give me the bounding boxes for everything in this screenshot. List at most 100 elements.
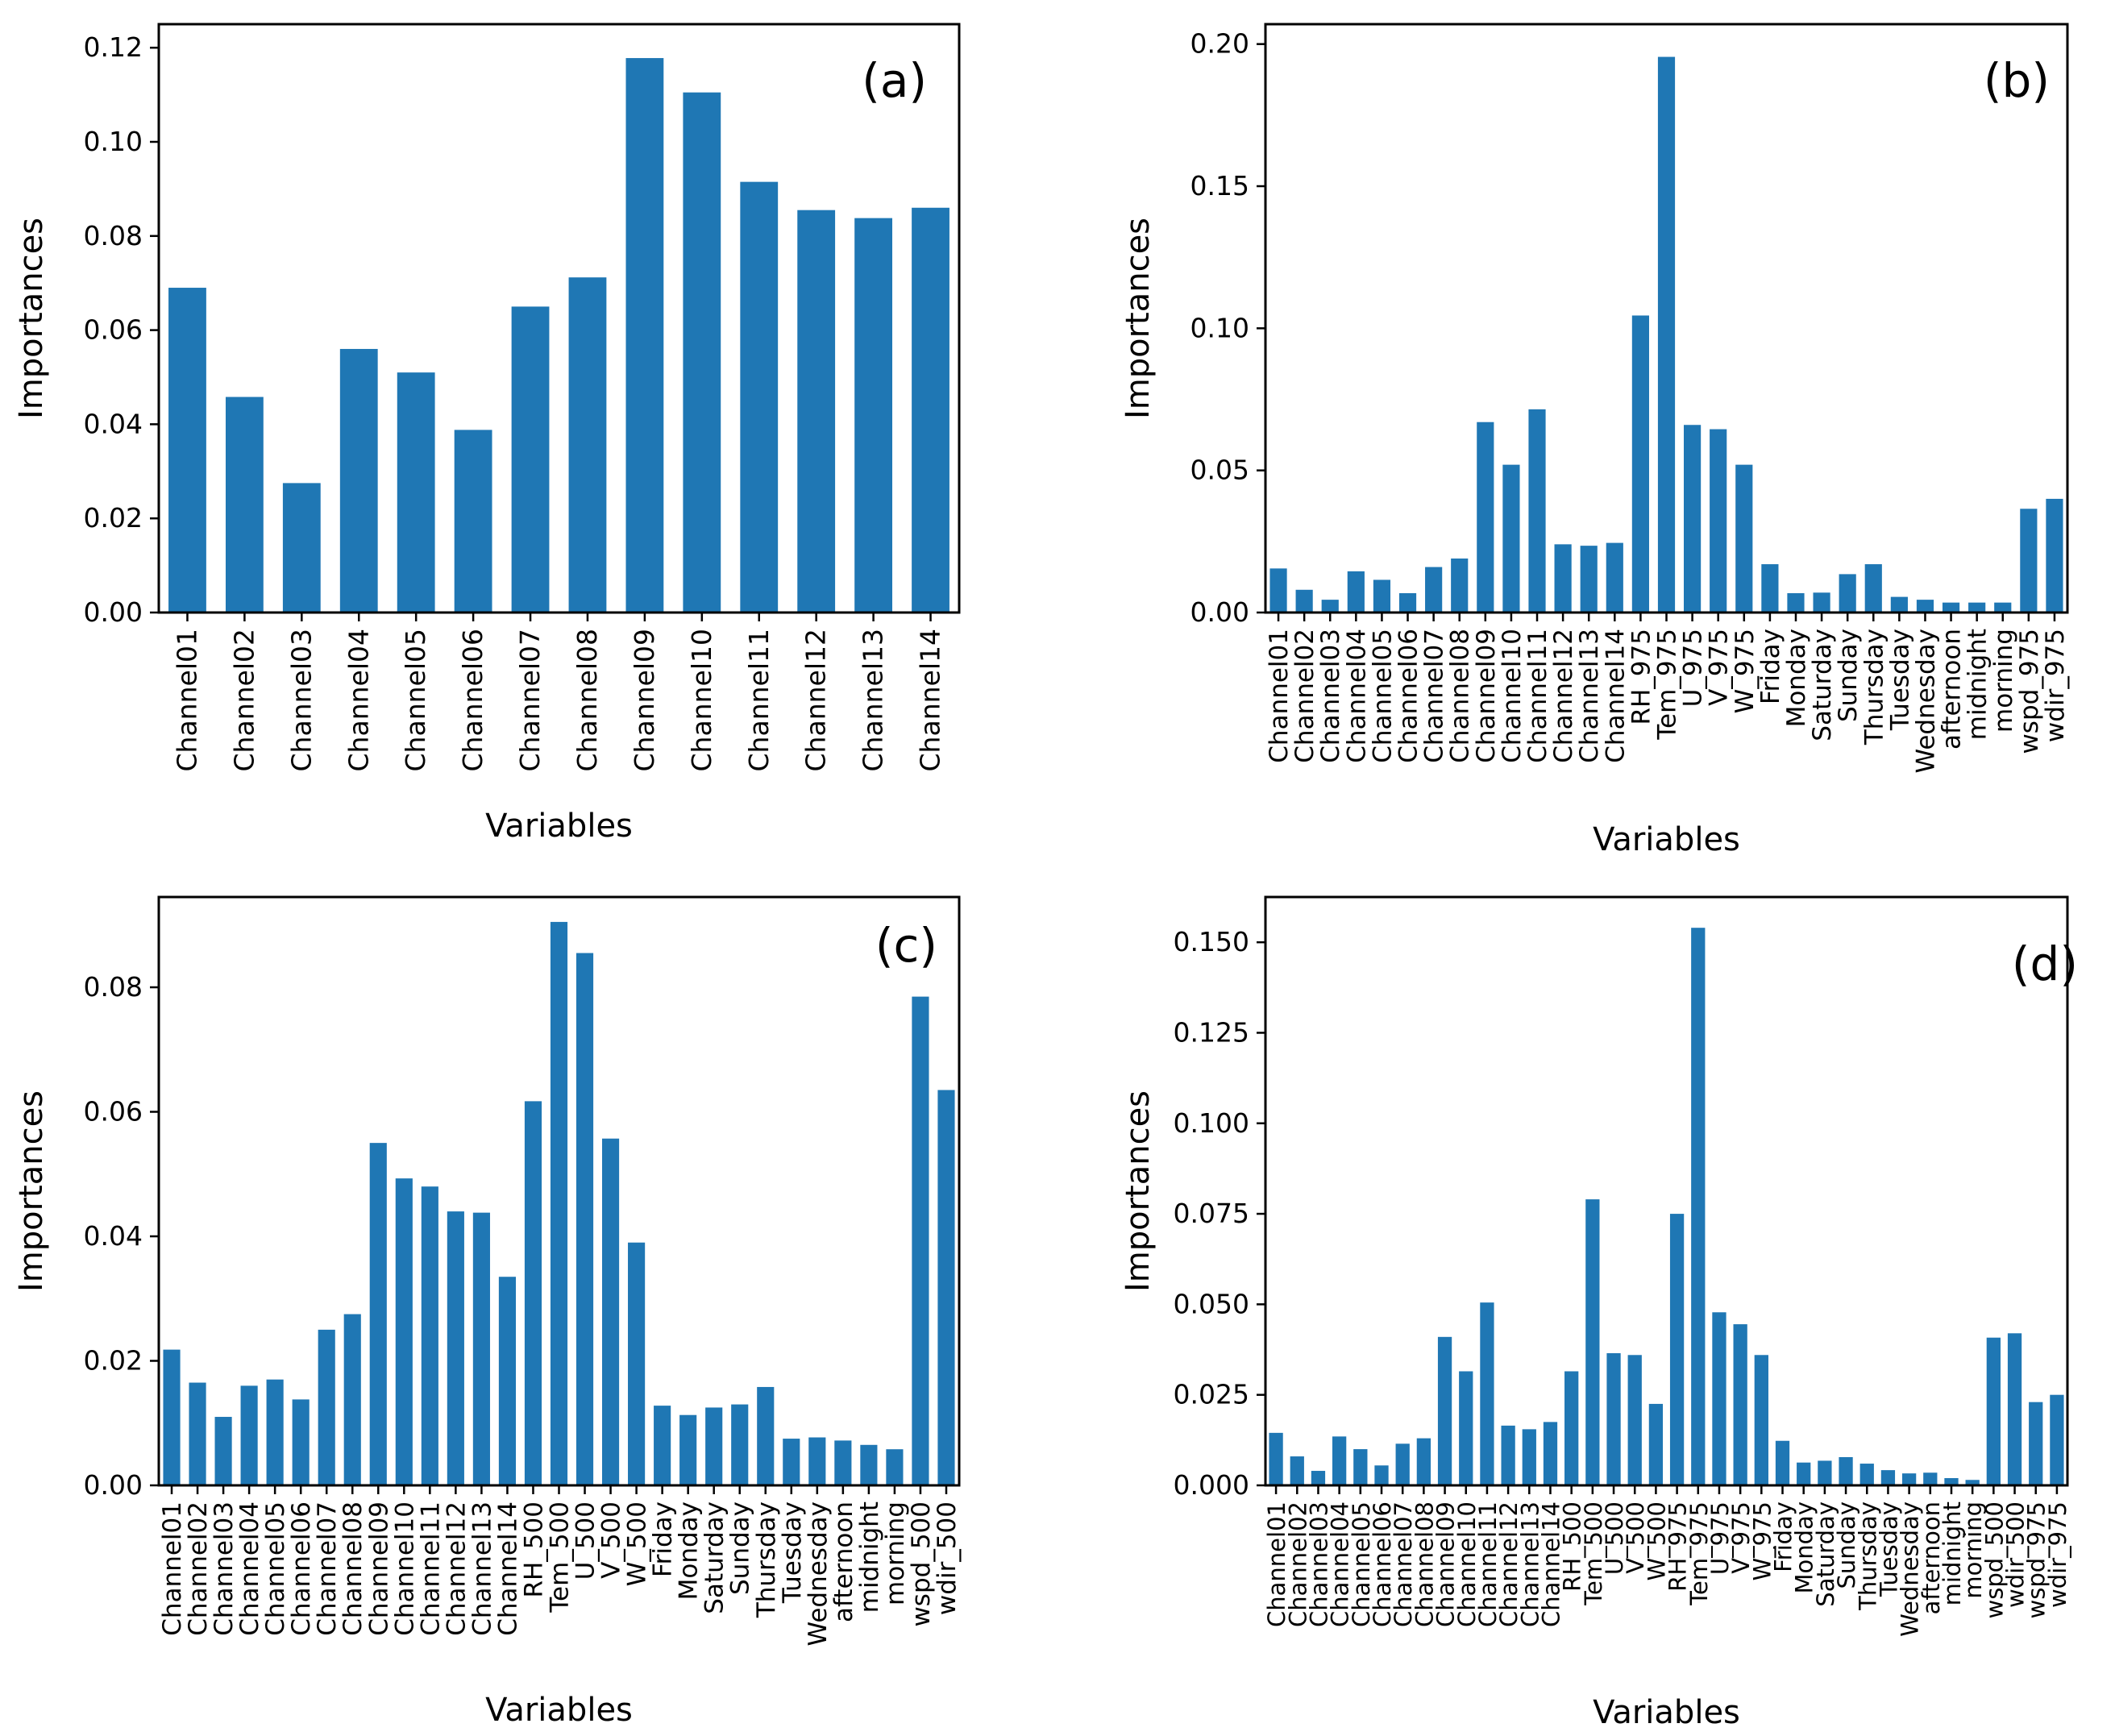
x-tick-label: Channel01 — [1265, 629, 1294, 763]
x-axis-title: Variables — [1593, 1694, 1740, 1731]
x-tick-label: morning — [1959, 1501, 1987, 1599]
bar-Channel11 — [740, 181, 779, 613]
x-tick-label: Channel05 — [400, 629, 431, 771]
axes-frame — [157, 23, 961, 614]
bar-Channel02 — [1290, 1456, 1304, 1485]
bar-Wednesday — [1901, 1473, 1917, 1485]
bar-Channel08 — [568, 277, 607, 613]
x-tick-label: Channel09 — [364, 1501, 393, 1636]
x-tick-label: Channel05 — [1368, 629, 1397, 763]
bar-Channel13 — [854, 218, 893, 613]
bar-Channel04 — [240, 1385, 258, 1485]
x-tick-label: midnight — [1963, 629, 1992, 740]
bar-wdir_975 — [2046, 498, 2063, 613]
x-tick-label: Channel02 — [1284, 1501, 1311, 1627]
y-tick-label: 0.20 — [1190, 28, 1249, 60]
y-tick-label: 0.050 — [1174, 1288, 1249, 1319]
bar-afternoon — [1923, 1472, 1938, 1485]
x-tick-label: U_500 — [571, 1501, 600, 1580]
x-tick-label: Channel02 — [184, 1501, 213, 1636]
bar-morning — [886, 1449, 904, 1485]
bar-Tuesday — [783, 1439, 800, 1485]
x-tick-label: Channel03 — [285, 629, 317, 771]
x-tick-label: Friday — [649, 1501, 678, 1577]
y-tick-label: 0.15 — [1190, 170, 1249, 201]
bar-Channel10 — [683, 92, 721, 613]
x-tick-label: Saturday — [1808, 629, 1837, 741]
x-tick-label: Channel14 — [915, 629, 946, 771]
x-tick-label: V_500 — [597, 1501, 626, 1579]
y-tick-label: 0.10 — [1190, 312, 1249, 343]
x-tick-label: Channel09 — [1472, 629, 1501, 763]
x-tick-label: Channel07 — [313, 1501, 342, 1636]
x-tick-label: Monday — [1782, 629, 1811, 727]
x-tick-label: Tuesday — [778, 1501, 807, 1604]
x-tick-label: Channel13 — [858, 629, 889, 771]
bar-Channel07 — [1395, 1443, 1410, 1485]
x-tick-label: Channel04 — [235, 1501, 264, 1636]
bar-Friday — [654, 1406, 671, 1485]
x-tick-label: wdir_975 — [2044, 1501, 2071, 1608]
x-tick-label: Channel05 — [1348, 1501, 1375, 1627]
bar-midnight — [860, 1444, 878, 1485]
panel-c: 0.000.020.040.060.08Channel01Channel02Ch… — [13, 895, 962, 1729]
bar-Channel14 — [1543, 1422, 1558, 1485]
x-tick-label: wdir_500 — [933, 1501, 962, 1615]
x-tick-label: V_500 — [1622, 1501, 1649, 1574]
x-tick-label: midnight — [855, 1501, 884, 1613]
bar-U_500 — [1606, 1353, 1621, 1485]
bar-Channel12 — [1501, 1425, 1515, 1485]
bar-U_975 — [1684, 425, 1702, 613]
panel-a: 0.00 0.02 0.04 0.06 0.08 0.10 0.12 Channel01 Cha… — [13, 23, 961, 845]
x-tick-label: Friday — [1756, 629, 1785, 704]
bar-Tem_975 — [1691, 928, 1706, 1485]
bar-Channel03 — [214, 1417, 232, 1485]
x-tick-label: Channel07 — [1390, 1501, 1417, 1627]
bar-V_500 — [1627, 1355, 1642, 1485]
bar-Channel12 — [1554, 544, 1572, 613]
bar-Tuesday — [1880, 1470, 1896, 1485]
bar-Tem_975 — [1657, 56, 1676, 613]
bar-Channel05 — [266, 1379, 284, 1485]
y-tick-label: 0.08 — [84, 220, 143, 251]
x-tick-label: Channel10 — [1453, 1501, 1481, 1627]
bar-Channel09 — [369, 1143, 387, 1485]
x-tick-label: Channel03 — [1316, 629, 1345, 763]
bar-Channel08 — [1451, 559, 1469, 613]
bar-Channel12 — [797, 210, 836, 613]
bar-Sunday — [1839, 574, 1856, 613]
bar-wdir_975 — [2050, 1394, 2064, 1485]
x-tick-label: Channel06 — [1394, 629, 1423, 763]
x-tick-label: Channel10 — [686, 629, 717, 771]
x-tick-label: Channel14 — [1601, 629, 1630, 763]
x-axis-title: Variables — [485, 1692, 633, 1729]
x-tick-label: Channel02 — [1290, 629, 1319, 763]
bar-W_975 — [1754, 1355, 1768, 1485]
bar-Channel02 — [1295, 589, 1313, 613]
y-tick-label: 0.00 — [84, 1469, 143, 1501]
y-tick-label: 0.025 — [1174, 1379, 1249, 1410]
bar-Channel04 — [1347, 571, 1365, 613]
x-tick-label: Channel13 — [1516, 1501, 1544, 1627]
y-tick-label: 0.06 — [84, 314, 143, 346]
x-tick-label: Channel08 — [339, 1501, 368, 1636]
bar-Channel02 — [225, 397, 264, 613]
x-tick-label: Channel10 — [1498, 629, 1527, 763]
bar-Channel05 — [397, 372, 435, 613]
x-tick-label: afternoon — [1918, 1501, 1945, 1614]
bar-W_975 — [1735, 464, 1753, 613]
bar-afternoon — [834, 1440, 852, 1485]
bar-Channel01 — [1269, 568, 1287, 613]
bar-Sunday — [1839, 1456, 1853, 1485]
x-tick-label: Channel12 — [442, 1501, 471, 1636]
x-tick-label: W_500 — [623, 1501, 652, 1586]
bar-Sunday — [731, 1404, 749, 1485]
bar-V_500 — [601, 1138, 620, 1485]
x-tick-label: Channel08 — [1411, 1501, 1438, 1627]
bar-Channel10 — [1459, 1371, 1473, 1485]
y-tick-label: 0.02 — [84, 502, 143, 534]
x-tick-label: Thursday — [1859, 629, 1889, 745]
x-tick-label: Channel12 — [1549, 629, 1578, 763]
x-tick-label: Tem_500 — [1580, 1501, 1607, 1606]
